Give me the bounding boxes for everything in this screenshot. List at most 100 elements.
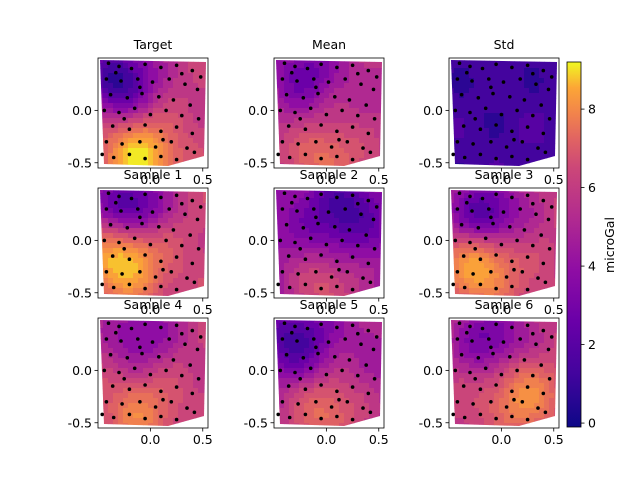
observation-point bbox=[337, 267, 341, 272]
contour-cell bbox=[459, 113, 465, 119]
contour-cell bbox=[113, 338, 119, 344]
contour-cell bbox=[354, 363, 360, 369]
contour-cell bbox=[344, 423, 350, 426]
contour-cell bbox=[519, 113, 525, 119]
contour-cell bbox=[489, 373, 495, 379]
contour-cell bbox=[118, 418, 124, 424]
contour-cell bbox=[339, 83, 345, 89]
contour-cell bbox=[369, 293, 375, 296]
contour-cell bbox=[324, 148, 330, 154]
contour-cell bbox=[113, 153, 119, 159]
contour-cell bbox=[143, 418, 149, 424]
contour-cell bbox=[128, 338, 134, 344]
contour-cell bbox=[499, 78, 505, 84]
contour-cell bbox=[173, 273, 179, 279]
contour-cell bbox=[539, 320, 545, 324]
observation-point bbox=[504, 405, 509, 409]
contour-cell bbox=[148, 198, 154, 204]
contour-cell bbox=[529, 388, 535, 394]
contour-cell bbox=[168, 153, 174, 159]
observation-point bbox=[531, 201, 535, 206]
contour-cell bbox=[334, 158, 340, 164]
contour-cell bbox=[479, 153, 485, 159]
contour-cell bbox=[178, 148, 184, 154]
contour-cell bbox=[469, 348, 475, 354]
contour-cell bbox=[123, 353, 129, 359]
contour-cell bbox=[294, 73, 300, 79]
contour-cell bbox=[118, 228, 124, 234]
contour-cell bbox=[554, 328, 557, 334]
observation-point bbox=[546, 347, 551, 352]
contour-cell bbox=[469, 113, 475, 119]
contour-cell bbox=[143, 98, 149, 104]
contour-cell bbox=[474, 123, 480, 129]
contour-cell bbox=[494, 338, 500, 344]
contour-cell bbox=[369, 393, 375, 399]
contour-cell bbox=[489, 278, 495, 284]
contour-cell bbox=[153, 103, 159, 109]
contour-cell bbox=[364, 113, 370, 119]
contour-cell bbox=[474, 93, 480, 99]
contour-cell bbox=[474, 418, 480, 424]
contour-cell bbox=[279, 373, 285, 379]
contour-cell bbox=[314, 403, 320, 409]
observation-point bbox=[161, 267, 165, 272]
contour-cell bbox=[474, 203, 480, 209]
contour-cell bbox=[153, 243, 159, 249]
contour-cell bbox=[299, 293, 305, 296]
observation-point bbox=[329, 405, 334, 409]
contour-cell bbox=[153, 408, 159, 414]
contour-cell bbox=[108, 253, 114, 259]
contour-cell bbox=[354, 398, 360, 404]
contour-cell bbox=[519, 68, 525, 74]
contour-cell bbox=[198, 138, 204, 144]
contour-cell bbox=[183, 378, 189, 384]
contour-cell bbox=[451, 333, 455, 339]
contour-cell bbox=[489, 378, 495, 384]
observation-point bbox=[119, 209, 123, 213]
observation-point bbox=[451, 412, 456, 417]
contour-cell bbox=[309, 63, 315, 69]
contour-cell bbox=[539, 60, 545, 64]
contour-cell bbox=[554, 98, 557, 104]
contour-cell bbox=[494, 268, 500, 274]
contour-cell bbox=[128, 143, 134, 149]
contour-cell bbox=[289, 358, 295, 364]
contour-cell bbox=[544, 253, 550, 259]
contour-cell bbox=[504, 358, 510, 364]
contour-cell bbox=[544, 278, 550, 284]
contour-cell bbox=[349, 68, 355, 74]
contour-cell bbox=[100, 88, 104, 94]
contour-cell bbox=[454, 343, 460, 349]
observation-point bbox=[110, 254, 115, 258]
observation-point bbox=[347, 228, 352, 232]
observation-point bbox=[303, 152, 308, 157]
contour-cell bbox=[100, 193, 104, 199]
contour-cell bbox=[529, 93, 535, 99]
contour-cell bbox=[459, 253, 465, 259]
contour-cell bbox=[539, 373, 545, 379]
contour-cell bbox=[133, 203, 139, 209]
contour-cell bbox=[344, 343, 350, 349]
contour-cell bbox=[133, 423, 139, 426]
contour-cell bbox=[464, 268, 470, 274]
contour-cell bbox=[294, 63, 300, 69]
contour-cell bbox=[188, 153, 194, 159]
contour-cell bbox=[354, 423, 360, 426]
contour-cell bbox=[354, 153, 360, 159]
contour-cell bbox=[123, 348, 129, 354]
contour-cell bbox=[294, 368, 300, 374]
contour-cell bbox=[334, 123, 340, 129]
contour-cell bbox=[344, 60, 350, 64]
contour-cell bbox=[100, 118, 104, 124]
contour-cell bbox=[484, 88, 490, 94]
contour-cell bbox=[309, 283, 315, 289]
contour-cell bbox=[334, 328, 340, 334]
contour-cell bbox=[534, 373, 540, 379]
contour-cell bbox=[178, 273, 184, 279]
contour-cell bbox=[451, 393, 455, 399]
contour-cell bbox=[203, 190, 206, 194]
contour-cell bbox=[529, 368, 535, 374]
observation-point bbox=[333, 225, 337, 229]
contour-cell bbox=[484, 248, 490, 254]
